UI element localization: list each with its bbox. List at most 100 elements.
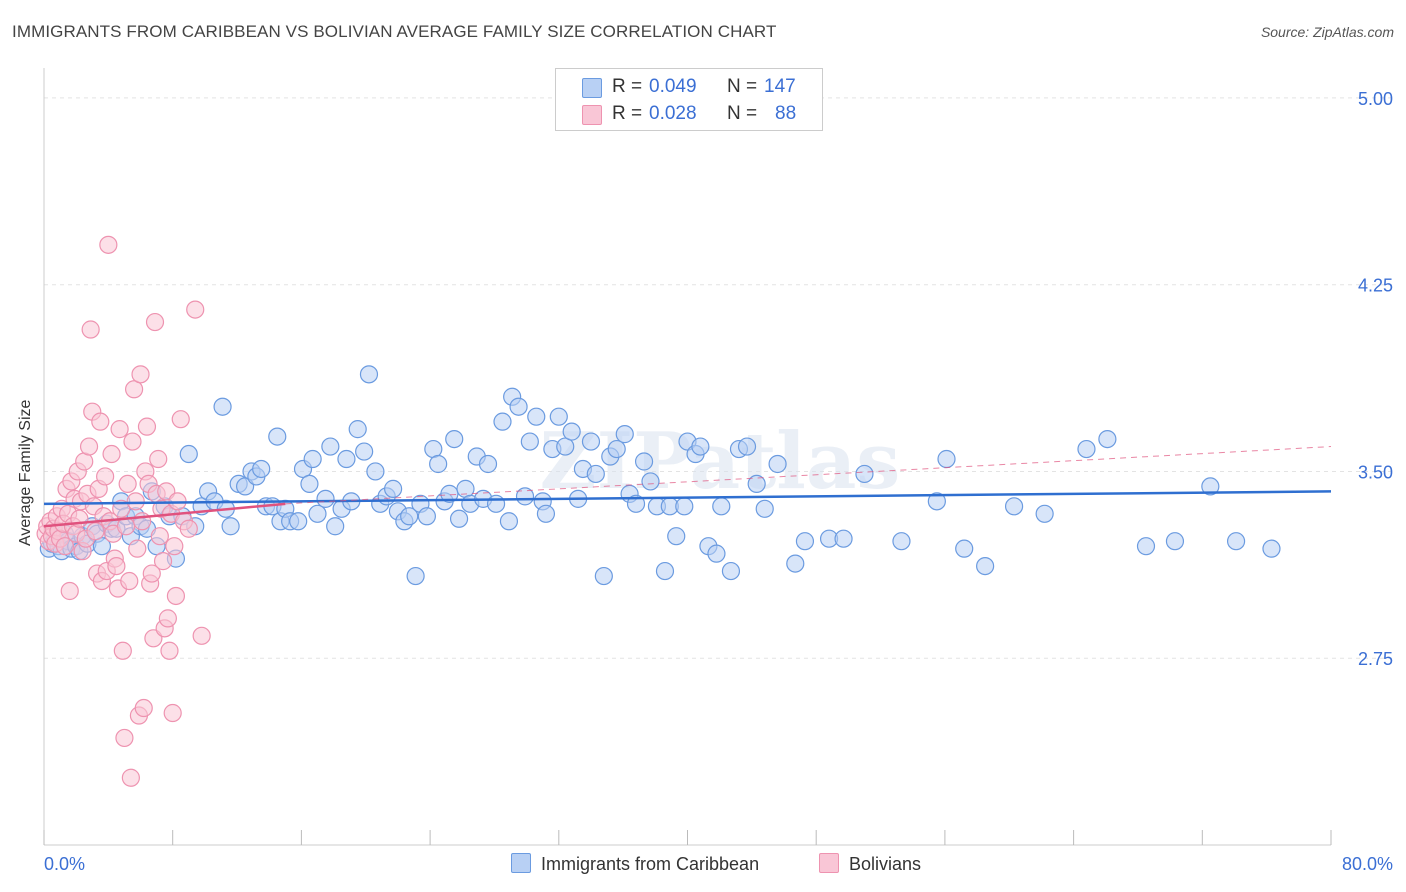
- point-bolivians: [112, 499, 131, 518]
- trendline-bolivians: [43, 502, 286, 528]
- point-caribbean: [337, 449, 356, 469]
- point-caribbean: [366, 462, 385, 481]
- bottom-legend-bolivians: Bolivians: [819, 853, 921, 877]
- x-tick-label: 0.0%: [44, 854, 85, 874]
- legend-r-label: R =: [612, 103, 643, 124]
- point-bolivians: [142, 564, 161, 583]
- point-caribbean: [562, 422, 581, 441]
- point-bolivians: [160, 641, 179, 660]
- y-axis-label: Average Family Size: [17, 399, 34, 546]
- point-bolivians: [110, 420, 129, 439]
- point-bolivians: [81, 320, 100, 339]
- x-tick-label: 80.0%: [1342, 854, 1393, 874]
- point-caribbean: [712, 497, 731, 516]
- point-caribbean: [786, 554, 805, 573]
- point-bolivians: [145, 312, 165, 332]
- point-caribbean: [655, 561, 675, 581]
- point-caribbean: [1077, 439, 1096, 459]
- point-caribbean: [527, 407, 546, 426]
- y-tick-label: 4.25: [1358, 276, 1393, 296]
- point-caribbean: [707, 544, 726, 563]
- point-caribbean: [499, 512, 519, 531]
- point-caribbean: [221, 517, 240, 536]
- point-caribbean: [406, 566, 425, 586]
- point-bolivians: [102, 444, 121, 464]
- point-caribbean: [691, 437, 710, 456]
- point-caribbean: [626, 494, 646, 513]
- point-bolivians: [79, 437, 99, 456]
- source-label: Source: ZipAtlas.com: [1260, 24, 1394, 40]
- point-caribbean: [641, 472, 660, 491]
- point-caribbean: [486, 494, 506, 513]
- point-caribbean: [675, 497, 694, 516]
- point-bolivians: [60, 581, 79, 601]
- point-caribbean: [768, 454, 787, 474]
- point-caribbean: [536, 504, 556, 523]
- point-bolivians: [128, 539, 147, 558]
- point-caribbean: [213, 397, 232, 416]
- point-caribbean: [1262, 539, 1281, 558]
- point-caribbean: [445, 429, 464, 449]
- watermark: ZIPatlas: [540, 416, 901, 507]
- point-caribbean: [308, 504, 327, 523]
- point-caribbean: [300, 474, 319, 494]
- point-bolivians: [96, 467, 115, 486]
- point-bolivians: [186, 300, 205, 319]
- point-caribbean: [721, 561, 741, 581]
- point-caribbean: [303, 449, 322, 469]
- point-caribbean: [289, 512, 308, 531]
- point-caribbean: [268, 427, 287, 446]
- point-caribbean: [321, 437, 340, 456]
- point-bolivians: [99, 235, 118, 254]
- point-caribbean: [429, 454, 448, 474]
- point-caribbean: [594, 566, 613, 586]
- legend-n-label: N =: [727, 103, 758, 124]
- point-bolivians: [133, 512, 152, 531]
- point-caribbean: [326, 517, 345, 536]
- trendline-caribbean: [43, 490, 1332, 506]
- legend-swatch-caribbean: [582, 78, 602, 98]
- point-bolivians: [118, 474, 137, 494]
- point-bolivians: [113, 641, 132, 660]
- point-caribbean: [549, 407, 568, 426]
- point-caribbean: [355, 442, 374, 461]
- point-caribbean: [955, 539, 974, 558]
- point-bolivians: [126, 492, 145, 511]
- point-caribbean: [478, 454, 498, 474]
- point-caribbean: [1035, 504, 1054, 523]
- legend-swatch-bolivians: [582, 105, 602, 125]
- point-bolivians: [137, 417, 157, 436]
- point-bolivians: [149, 449, 168, 469]
- legend-r-label: R =: [612, 76, 643, 97]
- bottom-legend-swatch-bolivians: [819, 853, 839, 873]
- point-caribbean: [1165, 532, 1185, 551]
- point-caribbean: [927, 492, 946, 511]
- point-caribbean: [1226, 532, 1246, 551]
- trendline-bolivians-extension: [285, 446, 1332, 505]
- point-caribbean: [400, 507, 419, 526]
- legend-n-label: N =: [727, 76, 758, 97]
- point-caribbean: [520, 432, 539, 451]
- bottom-legend-label-bolivians: Bolivians: [849, 854, 922, 874]
- point-caribbean: [581, 432, 601, 451]
- point-caribbean: [417, 507, 436, 526]
- point-caribbean: [493, 412, 512, 431]
- legend-r-value: 0.028: [649, 103, 697, 124]
- point-caribbean: [615, 425, 634, 444]
- legend-correlation: R = 0.049 N = 147 R = 0.028 N = 88: [555, 68, 823, 131]
- point-caribbean: [1201, 477, 1220, 496]
- point-caribbean: [607, 439, 626, 459]
- point-bolivians: [158, 609, 177, 628]
- point-bolivians: [134, 698, 153, 718]
- chart-title: IMMIGRANTS FROM CARIBBEAN VS BOLIVIAN AV…: [12, 22, 777, 41]
- point-caribbean: [1004, 497, 1024, 516]
- point-caribbean: [1098, 429, 1117, 449]
- point-bolivians: [124, 380, 144, 399]
- point-caribbean: [834, 529, 853, 548]
- point-caribbean: [316, 489, 335, 508]
- point-bolivians: [86, 522, 105, 541]
- point-bolivians: [123, 432, 142, 451]
- point-caribbean: [795, 532, 815, 551]
- legend-r-value: 0.049: [649, 76, 697, 97]
